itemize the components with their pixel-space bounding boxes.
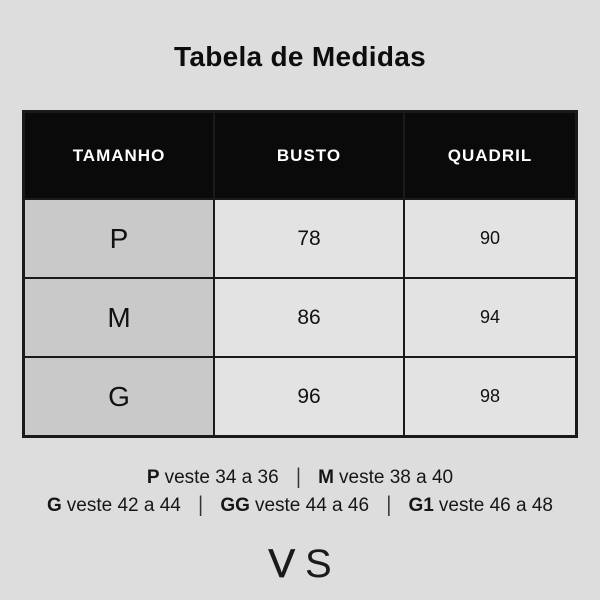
quadril-value-g: 98	[405, 358, 575, 435]
size-cell-g: G	[25, 358, 213, 435]
size-guide-label: P	[146, 467, 160, 488]
size-guide-separator: |	[386, 493, 392, 518]
quadril-value-m: 94	[405, 279, 575, 356]
size-guide-entry: G1 veste 46 a 48	[409, 495, 553, 516]
size-guide-text: veste 34 a 36	[164, 467, 279, 488]
page-title: Tabela de Medidas	[174, 41, 426, 72]
size-cell-m: M	[25, 279, 213, 356]
size-guide-separator: |	[198, 493, 204, 518]
column-header-busto: BUSTO	[215, 113, 403, 198]
brand-logo-letter-v: V	[268, 542, 295, 587]
size-guide-label: G1	[408, 495, 434, 516]
size-guide-separator: |	[295, 465, 301, 490]
size-cell-p: P	[25, 200, 213, 277]
busto-value-p: 78	[215, 200, 403, 277]
size-guide-text: veste 44 a 46	[254, 495, 370, 516]
column-header-quadril: QUADRIL	[405, 113, 575, 198]
size-guide-text: veste 46 a 48	[438, 495, 553, 516]
size-guide-entry: GG veste 44 a 46	[220, 495, 369, 516]
busto-value-m: 86	[215, 279, 403, 356]
busto-value-g: 96	[215, 358, 403, 435]
size-guide-label: M	[318, 467, 334, 488]
column-header-tamanho: TAMANHO	[25, 113, 213, 198]
size-guide-label: G	[47, 495, 62, 516]
size-guide-text: veste 38 a 40	[339, 467, 454, 488]
quadril-value-p: 90	[405, 200, 575, 277]
size-guide-label: GG	[220, 495, 250, 516]
brand-logo-letter-s: S	[305, 542, 332, 586]
size-guide-text: veste 42 a 44	[66, 495, 181, 516]
size-table: TAMANHO BUSTO QUADRIL P 78 90 M 86 94 G …	[22, 110, 578, 438]
